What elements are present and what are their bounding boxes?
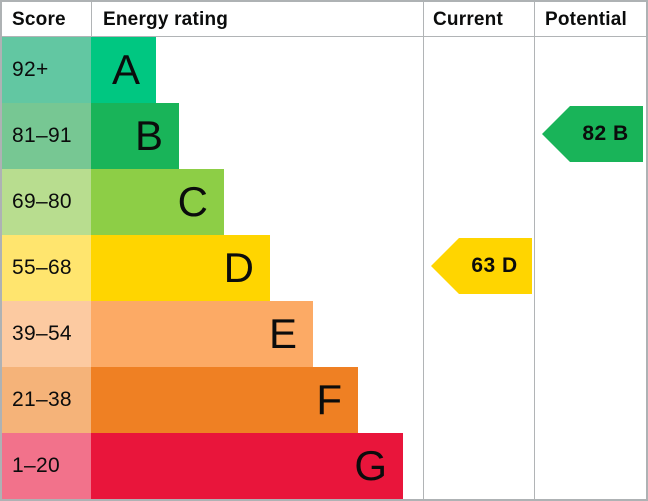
- band-bar-cell-c: C: [91, 169, 423, 235]
- band-row-f: 21–38 F: [2, 367, 646, 433]
- energy-rating-column-header: Energy rating: [103, 8, 229, 30]
- band-letter-b: B: [134, 112, 163, 159]
- potential-rating-arrow: 82 B: [542, 106, 643, 162]
- potential-column-header: Potential: [545, 8, 628, 30]
- current-rating-label: 63 D: [471, 254, 518, 277]
- potential-cell-f: [535, 367, 646, 433]
- potential-cell-b: 82 B: [535, 103, 646, 169]
- potential-cell-d: [535, 235, 646, 301]
- potential-cell-e: [535, 301, 646, 367]
- band-letter-g: G: [354, 442, 387, 489]
- current-cell-g: [423, 433, 535, 499]
- band-letter-c: C: [177, 178, 208, 225]
- band-row-b: 81–91 B 82 B: [2, 103, 646, 169]
- potential-rating-label: 82 B: [582, 122, 629, 145]
- band-row-e: 39–54 E: [2, 301, 646, 367]
- score-range-b: 81–91: [2, 103, 91, 169]
- score-column-header: Score: [12, 8, 66, 30]
- band-bar-cell-g: G: [91, 433, 423, 499]
- current-cell-c: [423, 169, 535, 235]
- current-cell-e: [423, 301, 535, 367]
- band-bar-cell-b: B: [91, 103, 423, 169]
- band-bar-cell-f: F: [91, 367, 423, 433]
- band-bar-g: G: [91, 433, 403, 499]
- chart-header-row: Score Energy rating Current Potential: [2, 2, 646, 37]
- current-cell-d: 63 D: [423, 235, 535, 301]
- band-letter-f: F: [316, 376, 342, 423]
- band-row-g: 1–20 G: [2, 433, 646, 499]
- score-range-d: 55–68: [2, 235, 91, 301]
- potential-cell-c: [535, 169, 646, 235]
- score-range-c: 69–80: [2, 169, 91, 235]
- score-range-e: 39–54: [2, 301, 91, 367]
- band-row-c: 69–80 C: [2, 169, 646, 235]
- score-range-f: 21–38: [2, 367, 91, 433]
- current-cell-b: [423, 103, 535, 169]
- band-letter-d: D: [223, 244, 254, 291]
- score-range-g: 1–20: [2, 433, 91, 499]
- potential-cell-g: [535, 433, 646, 499]
- band-bar-e: E: [91, 301, 313, 367]
- band-bar-d: D: [91, 235, 270, 301]
- band-row-a: 92+ A: [2, 37, 646, 103]
- band-bar-f: F: [91, 367, 358, 433]
- current-cell-a: [423, 37, 535, 103]
- band-bar-cell-d: D: [91, 235, 423, 301]
- band-bar-cell-a: A: [91, 37, 423, 103]
- current-cell-f: [423, 367, 535, 433]
- current-column-header: Current: [433, 8, 504, 30]
- band-letter-e: E: [268, 310, 297, 357]
- current-rating-arrow: 63 D: [431, 238, 532, 294]
- band-letter-a: A: [111, 46, 140, 93]
- band-bar-a: A: [91, 37, 156, 103]
- band-bar-b: B: [91, 103, 179, 169]
- potential-cell-a: [535, 37, 646, 103]
- band-bar-cell-e: E: [91, 301, 423, 367]
- band-row-d: 55–68 D 63 D: [2, 235, 646, 301]
- band-bar-c: C: [91, 169, 224, 235]
- score-range-a: 92+: [2, 37, 91, 103]
